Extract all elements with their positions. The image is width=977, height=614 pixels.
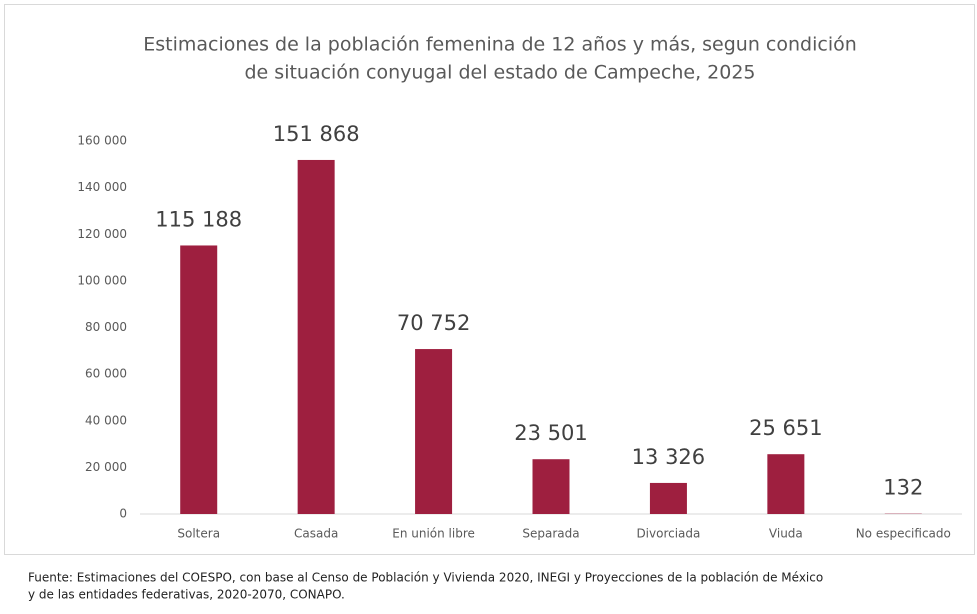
chart-title: Estimaciones de la población femenina de… [143,34,857,56]
source-note: Fuente: Estimaciones del COESPO, con bas… [28,571,823,585]
x-tick-label: Separada [522,527,579,541]
value-label: 115 188 [155,207,242,231]
value-label: 23 501 [514,421,587,445]
source-note: y de las entidades federativas, 2020-207… [28,588,345,602]
x-tick-label: Casada [294,527,338,541]
chart-frame [4,4,975,555]
y-tick-label: 120 000 [77,227,127,241]
y-tick-label: 20 000 [85,460,127,474]
y-tick-label: 160 000 [77,134,127,148]
chart-title: de situación conyugal del estado de Camp… [245,62,756,84]
bar [767,454,805,514]
value-label: 132 [883,476,923,500]
y-tick-label: 60 000 [85,367,127,381]
x-tick-label: Divorciada [636,527,700,541]
y-tick-label: 140 000 [77,180,127,194]
x-tick-label: Viuda [769,527,803,541]
value-label: 70 752 [397,311,470,335]
y-tick-label: 100 000 [77,273,127,287]
value-label: 151 868 [273,122,360,146]
x-tick-label: Soltera [177,527,220,541]
value-label: 13 326 [632,445,705,469]
bar [297,159,335,515]
y-tick-label: 80 000 [85,320,127,334]
x-tick-label: En unión libre [392,527,475,541]
bar [180,245,218,515]
y-tick-label: 0 [119,507,127,521]
value-label: 25 651 [749,416,822,440]
y-tick-label: 40 000 [85,413,127,427]
bar [532,459,570,514]
x-tick-label: No especificado [856,527,951,541]
bar [649,482,687,514]
bar [415,349,453,514]
